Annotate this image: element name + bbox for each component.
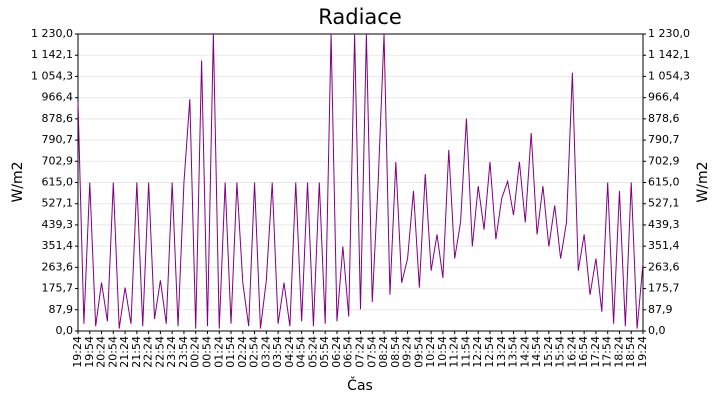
y-axis-label: W/m2 (10, 161, 26, 202)
x-axis-label: Čas (347, 376, 373, 394)
y-tick-label: 527,1 (42, 197, 74, 210)
x-tick-label: 22:24 (142, 336, 155, 368)
x-tick-label: 03:54 (271, 336, 284, 368)
x-tick-label: 21:54 (130, 336, 143, 368)
x-tick-label: 17:54 (601, 336, 614, 368)
y2-tick-label: 87,9 (648, 303, 673, 316)
y2-tick-label: 0,0 (648, 324, 666, 337)
x-tick-label: 18:54 (624, 336, 637, 368)
y2-tick-label: 1 142,1 (648, 48, 690, 61)
x-tick-label: 04:24 (283, 336, 296, 368)
x-tick-label: 01:24 (212, 336, 225, 368)
y-tick-label: 439,3 (42, 218, 74, 231)
x-tick-label: 06:24 (330, 336, 343, 368)
x-tick-label: 16:54 (577, 336, 590, 368)
y-tick-label: 702,9 (42, 154, 74, 167)
y2-tick-label: 175,7 (648, 282, 680, 295)
x-tick-label: 15:54 (554, 336, 567, 368)
x-tick-label: 08:24 (377, 336, 390, 368)
x-tick-label: 23:24 (165, 336, 178, 368)
y2-tick-label: 263,6 (648, 260, 680, 273)
y-tick-label: 790,7 (42, 133, 74, 146)
x-tick-label: 05:24 (306, 336, 319, 368)
y-tick-label: 0,0 (56, 324, 74, 337)
x-tick-label: 14:24 (518, 336, 531, 368)
y2-axis-label: W/m2 (695, 161, 711, 202)
x-tick-label: 12:24 (471, 336, 484, 368)
x-tick-label: 09:54 (412, 336, 425, 368)
x-tick-label: 16:24 (565, 336, 578, 368)
x-tick-label: 17:24 (589, 336, 602, 368)
y2-tick-label: 878,6 (648, 112, 680, 125)
x-tick-label: 18:24 (612, 336, 625, 368)
y-tick-label: 1 054,3 (31, 69, 73, 82)
x-tick-label: 10:24 (424, 336, 437, 368)
x-tick-label: 00:24 (189, 336, 202, 368)
y2-tick-label: 615,0 (648, 176, 680, 189)
x-tick-label: 14:54 (530, 336, 543, 368)
y-tick-label: 351,4 (42, 239, 74, 252)
chart-title: Radiace (318, 5, 402, 29)
x-tick-label: 23:54 (177, 336, 190, 368)
y-tick-label: 1 142,1 (31, 48, 73, 61)
y-tick-label: 175,7 (42, 282, 74, 295)
x-tick-label: 10:54 (436, 336, 449, 368)
x-tick-label: 08:54 (389, 336, 402, 368)
x-tick-label: 05:54 (318, 336, 331, 368)
x-tick-label: 12:54 (483, 336, 496, 368)
y-tick-label: 615,0 (42, 176, 74, 189)
y-tick-label: 87,9 (49, 303, 74, 316)
y2-tick-label: 702,9 (648, 154, 680, 167)
x-tick-label: 11:54 (459, 336, 472, 368)
x-tick-label: 01:54 (224, 336, 237, 368)
x-tick-label: 04:54 (295, 336, 308, 368)
x-tick-label: 02:24 (236, 336, 249, 368)
x-tick-label: 19:54 (83, 336, 96, 368)
x-tick-label: 19:24 (71, 336, 84, 368)
y2-tick-label: 1 054,3 (648, 69, 690, 82)
y2-tick-label: 790,7 (648, 133, 680, 146)
y2-tick-label: 351,4 (648, 239, 680, 252)
x-tick-label: 15:24 (542, 336, 555, 368)
x-tick-label: 19:24 (636, 336, 649, 368)
x-tick-label: 02:54 (248, 336, 261, 368)
y-tick-label: 966,4 (42, 91, 74, 104)
y-tick-label: 878,6 (42, 112, 74, 125)
y2-tick-label: 1 230,0 (648, 27, 690, 40)
x-tick-label: 06:54 (342, 336, 355, 368)
x-tick-label: 09:24 (401, 336, 414, 368)
x-tick-label: 13:54 (507, 336, 520, 368)
x-tick-label: 03:24 (259, 336, 272, 368)
x-tick-label: 20:54 (106, 336, 119, 368)
x-tick-label: 21:24 (118, 336, 131, 368)
x-tick-label: 00:54 (200, 336, 213, 368)
x-tick-label: 11:24 (448, 336, 461, 368)
data-line (77, 33, 644, 329)
y2-tick-label: 966,4 (648, 91, 680, 104)
y2-tick-label: 527,1 (648, 197, 680, 210)
y-tick-label: 1 230,0 (31, 27, 73, 40)
x-tick-label: 20:24 (95, 336, 108, 368)
x-tick-label: 13:24 (495, 336, 508, 368)
x-tick-label: 22:54 (153, 336, 166, 368)
plot-frame (77, 33, 644, 332)
x-tick-label: 07:54 (365, 336, 378, 368)
y-tick-label: 263,6 (42, 260, 74, 273)
x-tick-label: 07:24 (354, 336, 367, 368)
y2-tick-label: 439,3 (648, 218, 680, 231)
